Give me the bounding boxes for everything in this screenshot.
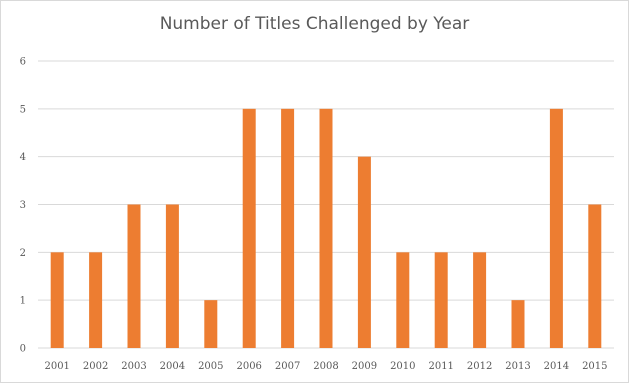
y-tick-label: 4 [20,152,26,163]
y-tick-label: 5 [20,104,26,115]
bar-2006 [242,108,256,348]
y-tick-label: 6 [20,57,26,68]
x-tick-label: 2009 [352,361,377,372]
x-tick-label: 2003 [121,361,146,372]
x-tick-label: 2011 [428,361,453,372]
x-tick-label: 2006 [236,361,261,372]
bar-2012 [473,252,487,348]
y-tick-label: 2 [20,248,26,259]
x-tick-label: 2002 [83,361,108,372]
bar-2015 [588,204,602,348]
x-tick-label: 2005 [198,361,223,372]
bar-2001 [50,252,64,348]
x-tick-label: 2010 [390,361,415,372]
bar-2013 [511,300,525,348]
bar-2011 [434,252,448,348]
bar-2007 [281,108,295,348]
bar-2009 [357,156,371,348]
x-tick-label: 2004 [160,361,185,372]
chart-title: Number of Titles Challenged by Year [159,14,470,34]
y-tick-label: 3 [20,200,26,211]
y-tick-label: 0 [20,344,26,355]
x-tick-label: 2008 [313,361,338,372]
bar-2010 [396,252,410,348]
x-tick-label: 2014 [544,361,569,372]
bar-2004 [165,204,179,348]
x-tick-label: 2001 [44,361,69,372]
bar-2014 [549,108,563,348]
bar-2002 [89,252,103,348]
bar-2005 [204,300,218,348]
bars [50,108,602,348]
bar-2008 [319,108,333,348]
x-tick-label: 2007 [275,361,300,372]
x-tick-label: 2015 [582,361,607,372]
tick-labels: 0 1 2 3 4 5 6 2001 2002 2003 2004 2005 2006 2007 2008 2… [20,57,608,373]
y-tick-label: 1 [20,296,26,307]
bar-2003 [127,204,141,348]
x-tick-label: 2013 [505,361,530,372]
x-tick-label: 2012 [467,361,492,372]
